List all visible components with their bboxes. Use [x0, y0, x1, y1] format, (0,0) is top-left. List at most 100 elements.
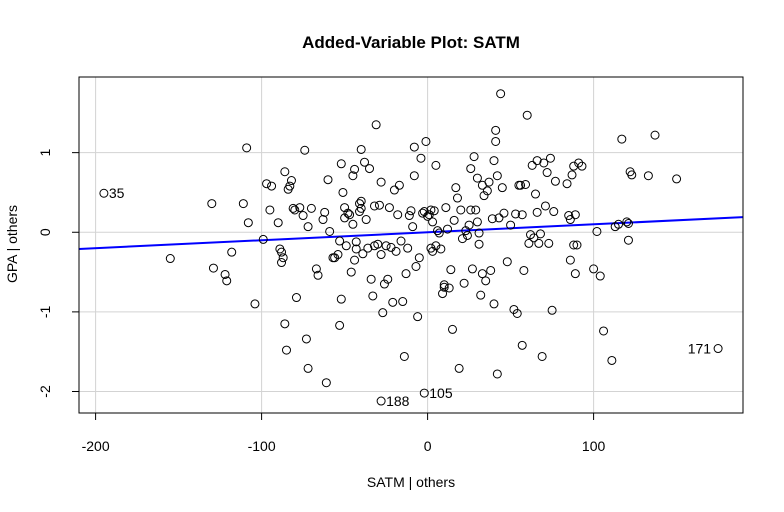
x-tick-label: -200: [82, 438, 110, 454]
data-point: [286, 176, 296, 186]
x-tick-label: -100: [248, 438, 276, 454]
data-point: [242, 143, 252, 153]
data-point: [589, 264, 599, 274]
data-point: [569, 240, 579, 250]
data-point: [482, 186, 492, 196]
data-point: [429, 206, 439, 216]
data-point: [436, 244, 446, 254]
data-point: [477, 269, 487, 279]
data-point: [472, 173, 482, 183]
data-point: [280, 319, 290, 329]
data-point: [389, 185, 399, 195]
data-point: [531, 189, 540, 199]
data-point: [406, 206, 416, 216]
point-label: 171: [688, 341, 712, 357]
data-point: [295, 203, 305, 213]
data-point: [335, 236, 345, 246]
data-point: [577, 161, 587, 171]
data-point: [350, 255, 360, 265]
data-point: [384, 203, 394, 213]
data-point: [408, 222, 418, 232]
data-point: [369, 201, 379, 211]
data-point: [277, 258, 287, 268]
data-point: [476, 290, 486, 300]
data-point: [479, 191, 489, 201]
data-point: [267, 181, 277, 191]
data-point: [572, 240, 582, 250]
plot-frame: [78, 76, 744, 414]
data-point: [527, 160, 537, 170]
data-point: [356, 203, 366, 213]
data-point: [517, 340, 527, 350]
data-point: [491, 125, 501, 135]
data-point: [363, 243, 373, 253]
data-point: [374, 200, 384, 210]
data-point: [306, 203, 316, 213]
data-point: [379, 279, 389, 289]
data-point: [481, 276, 491, 286]
data-point: [451, 183, 461, 193]
data-point: [512, 308, 522, 318]
data-point: [409, 142, 419, 152]
data-point: [368, 291, 378, 301]
data-point: [343, 208, 353, 218]
data-point: [403, 243, 413, 253]
data-point: [650, 130, 660, 140]
y-tick-label: 0: [37, 228, 53, 236]
data-point: [378, 308, 388, 318]
data-point: [298, 211, 308, 221]
data-point: [517, 210, 527, 220]
data-points: [99, 89, 723, 406]
point-label: 35: [109, 185, 125, 201]
data-point: [325, 226, 335, 236]
data-point: [323, 175, 333, 185]
x-tick-label: 100: [582, 438, 606, 454]
data-point: [320, 207, 330, 217]
data-point: [396, 236, 406, 246]
data-point: [358, 249, 368, 259]
point-label: 105: [429, 385, 453, 401]
data-point: [499, 208, 509, 218]
data-point: [464, 220, 474, 230]
data-point: [550, 176, 560, 186]
data-point: [570, 269, 580, 279]
data-point: [431, 160, 441, 170]
data-point: [484, 177, 494, 187]
data-point: [376, 396, 386, 406]
data-point: [443, 224, 453, 234]
data-point: [366, 274, 376, 284]
y-tick-label: -2: [37, 385, 53, 398]
data-point: [356, 144, 366, 154]
data-point: [336, 294, 346, 304]
data-point: [419, 388, 429, 398]
data-point: [466, 205, 476, 215]
data-point: [562, 179, 572, 189]
x-axis-label: SATM | others: [367, 474, 455, 490]
data-point: [521, 179, 531, 189]
data-point: [643, 171, 653, 181]
data-point: [439, 280, 449, 290]
data-point: [449, 215, 459, 225]
data-point: [373, 239, 383, 249]
data-point: [617, 134, 627, 144]
data-point: [526, 230, 536, 240]
data-point: [456, 205, 466, 215]
data-point: [487, 214, 497, 224]
data-point: [393, 210, 403, 220]
data-point: [454, 363, 464, 373]
data-point: [333, 250, 343, 260]
x-tick-label: 0: [424, 438, 432, 454]
data-point: [376, 177, 386, 187]
data-point: [492, 171, 502, 181]
data-point: [489, 299, 499, 309]
data-point: [313, 270, 323, 280]
data-point: [321, 378, 331, 388]
data-point: [345, 210, 355, 220]
data-point: [220, 269, 230, 279]
data-point: [416, 153, 426, 163]
data-point: [303, 363, 313, 373]
data-point: [537, 351, 547, 361]
data-point: [165, 254, 175, 264]
data-point: [433, 226, 443, 236]
